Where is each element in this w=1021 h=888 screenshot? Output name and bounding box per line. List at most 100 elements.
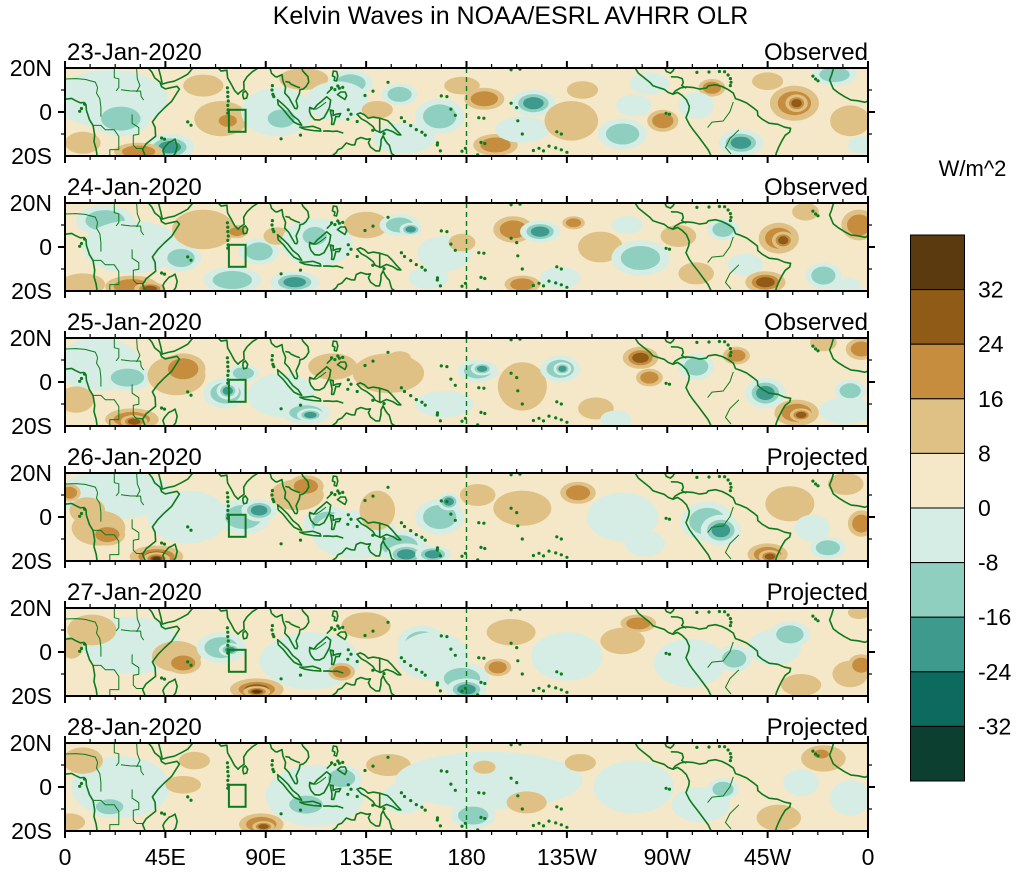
island-dot xyxy=(509,236,513,240)
anomaly-blob xyxy=(488,661,507,674)
island-dot xyxy=(811,344,815,348)
x-axis-label: 135E xyxy=(339,844,393,870)
island-dot xyxy=(438,689,442,693)
anomaly-blob xyxy=(397,549,416,560)
coastline xyxy=(308,365,332,391)
island-dot xyxy=(162,137,167,141)
island-dot xyxy=(336,84,340,88)
panel-status-label: Observed xyxy=(763,39,868,66)
island-dot xyxy=(729,755,733,759)
anomaly-blob xyxy=(756,804,802,831)
coastline xyxy=(828,743,868,779)
country-border xyxy=(65,753,99,763)
colorbar-tick-label: -16 xyxy=(978,604,1011,630)
island-dot xyxy=(515,646,519,650)
panel-date-label: 27-Jan-2020 xyxy=(67,579,202,606)
country-border xyxy=(96,357,102,387)
island-dot xyxy=(555,400,559,404)
coastline xyxy=(672,218,792,291)
country-border xyxy=(65,348,99,358)
island-dot xyxy=(226,225,230,229)
coastline xyxy=(157,203,194,220)
anomaly-blob xyxy=(783,769,819,796)
island-dot xyxy=(477,116,481,120)
anomaly-blob xyxy=(605,123,640,145)
coastline xyxy=(670,750,687,764)
coastline xyxy=(331,610,339,622)
island-dot xyxy=(346,378,350,382)
island-dot xyxy=(409,529,413,533)
anomaly-blob xyxy=(852,514,868,533)
anomaly-blob xyxy=(178,751,210,770)
island-dot xyxy=(664,651,668,655)
anomaly-blob xyxy=(626,617,651,630)
coastline xyxy=(217,608,259,636)
country-border xyxy=(120,494,145,506)
anomaly-blob xyxy=(147,490,228,544)
panel-status-label: Observed xyxy=(763,309,868,336)
island-dot xyxy=(723,610,727,614)
coastline xyxy=(65,502,98,561)
coastline xyxy=(299,665,322,672)
island-dot xyxy=(707,610,711,614)
coastline xyxy=(242,90,249,100)
island-dot xyxy=(695,475,699,479)
island-dot xyxy=(435,276,440,280)
island-dot xyxy=(439,499,443,503)
island-dot xyxy=(520,132,524,136)
country-border xyxy=(113,743,120,767)
island-dot xyxy=(531,688,535,693)
island-dot xyxy=(435,816,440,820)
island-dot xyxy=(333,358,337,362)
anomaly-blob xyxy=(470,91,498,107)
island-dot xyxy=(371,263,375,267)
anomaly-blob xyxy=(640,371,659,384)
island-dot xyxy=(555,130,559,134)
island-dot xyxy=(516,659,520,663)
island-dot xyxy=(520,537,524,541)
island-dot xyxy=(349,247,353,251)
coastline xyxy=(299,530,322,537)
island-dot xyxy=(371,359,375,363)
country-border xyxy=(93,529,120,561)
coastline xyxy=(217,338,259,366)
coastline xyxy=(317,540,397,561)
anomaly-blob xyxy=(366,754,411,776)
island-dot xyxy=(399,656,403,660)
island-dot xyxy=(449,107,453,111)
island-dot xyxy=(330,356,334,360)
island-dot xyxy=(272,230,276,234)
index-region-box xyxy=(227,783,247,808)
island-dot xyxy=(541,824,546,828)
island-dot xyxy=(814,482,818,486)
country-border xyxy=(707,101,734,128)
island-dot xyxy=(726,748,730,752)
island-dot xyxy=(83,777,87,781)
country-border xyxy=(707,236,734,263)
country-border xyxy=(120,629,145,641)
island-dot xyxy=(483,546,487,551)
anomaly-blob xyxy=(127,418,141,425)
coastline xyxy=(672,488,792,561)
coastline xyxy=(331,205,339,217)
coastline xyxy=(276,368,303,396)
island-dot xyxy=(565,690,569,694)
island-dot xyxy=(336,354,340,358)
island-dot xyxy=(226,103,230,107)
island-dot xyxy=(728,482,733,486)
island-dot xyxy=(554,686,558,690)
island-dot xyxy=(363,228,367,233)
island-dot xyxy=(723,475,727,479)
anomaly-blob xyxy=(359,490,396,531)
island-dot xyxy=(298,808,303,812)
island-dot xyxy=(78,784,82,788)
y-axis-label: 0 xyxy=(39,504,52,530)
island-dot xyxy=(717,609,722,614)
island-dot xyxy=(811,749,815,753)
island-dot xyxy=(559,418,563,422)
island-dot xyxy=(79,646,84,651)
island-dot xyxy=(226,774,230,778)
coastline xyxy=(331,340,339,352)
anomaly-blob xyxy=(756,385,775,401)
coastline xyxy=(299,125,322,132)
